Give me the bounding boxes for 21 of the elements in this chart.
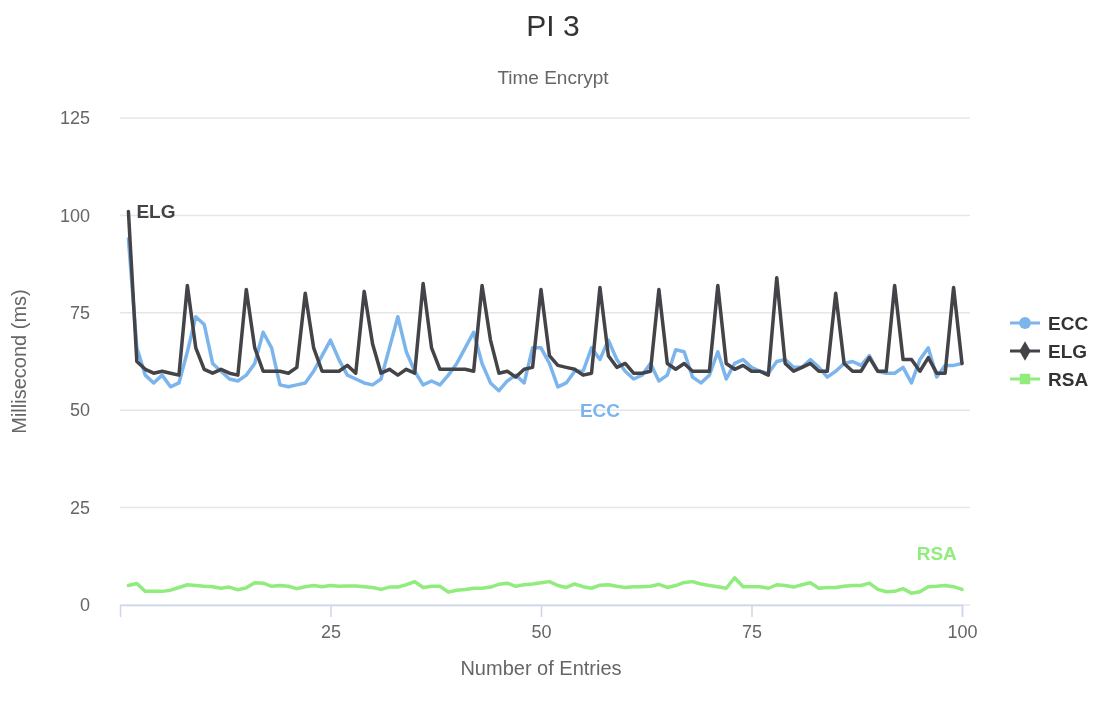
x-tick-label: 25 (320, 621, 342, 642)
y-tick-label: 100 (59, 205, 90, 226)
line-series (126, 575, 964, 596)
text: RSA (916, 542, 957, 564)
text: ELG (136, 200, 176, 222)
x-tick-label: 100 (947, 621, 978, 642)
y-tick-label: 75 (69, 303, 90, 324)
x-axis-title: Number of Entries (460, 657, 622, 679)
legend-label: RSA (1048, 369, 1089, 390)
y-axis-title: Millisecond (ms) (8, 289, 30, 434)
chart-subtitle: Time Encrypt (497, 67, 610, 88)
text: ECC (579, 399, 620, 421)
y-tick-label: 50 (69, 400, 90, 421)
x-tick-label: 50 (531, 621, 552, 642)
y-tick-label: 25 (69, 497, 90, 518)
legend-label: ECC (1048, 313, 1089, 334)
chart-title: PI 3 (526, 9, 580, 42)
x-tick-label: 75 (741, 621, 763, 642)
y-tick-label: 0 (79, 595, 90, 616)
legend-label: ELG (1048, 341, 1088, 362)
y-tick-label: 125 (59, 108, 90, 129)
